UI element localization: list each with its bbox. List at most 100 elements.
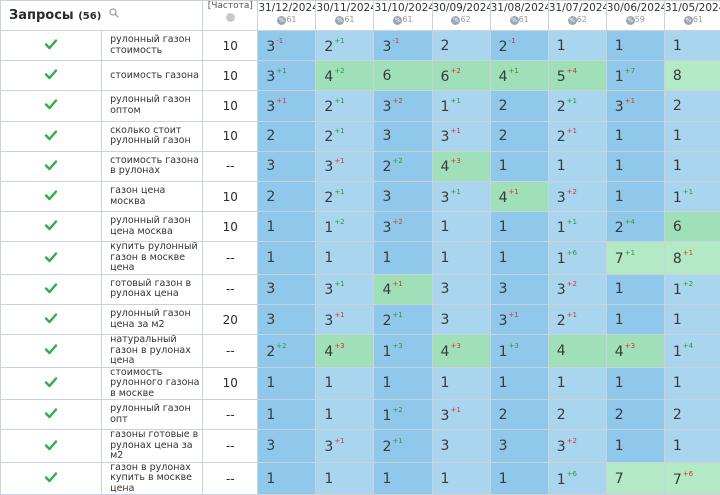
position-cell[interactable]: 1 [316,242,374,275]
position-cell[interactable]: 1 [258,462,316,495]
position-cell[interactable]: 1+2 [664,274,720,304]
position-cell[interactable]: 2+1 [548,91,606,121]
position-cell[interactable]: 3+1 [432,121,490,151]
position-cell[interactable]: 3+2 [548,274,606,304]
position-cell[interactable]: 6+2 [432,61,490,91]
row-checkbox[interactable] [1,400,102,430]
position-cell[interactable]: 2+1 [316,181,374,211]
position-cell[interactable]: 3 [432,430,490,463]
position-cell[interactable]: 4+3 [432,335,490,368]
position-cell[interactable]: 1+1 [432,91,490,121]
position-cell[interactable]: 3+1 [432,400,490,430]
position-cell[interactable]: 1 [606,367,664,400]
position-cell[interactable]: 1 [664,121,720,151]
search-icon[interactable] [109,8,119,18]
position-cell[interactable]: 1 [316,367,374,400]
position-cell[interactable]: 3 [374,181,432,211]
position-cell[interactable]: 4+3 [606,335,664,368]
position-cell[interactable]: 1 [664,151,720,181]
position-cell[interactable]: 2 [490,400,548,430]
position-cell[interactable]: 2+2 [258,335,316,368]
position-cell[interactable]: 2 [664,91,720,121]
position-cell[interactable]: 3+1 [258,91,316,121]
position-cell[interactable]: 1 [606,305,664,335]
position-cell[interactable]: 8+1 [664,242,720,275]
position-cell[interactable]: 3-1 [258,31,316,61]
position-cell[interactable]: 1+7 [606,61,664,91]
position-cell[interactable]: 2 [490,121,548,151]
position-cell[interactable]: 2 [606,400,664,430]
position-cell[interactable]: 2+1 [316,31,374,61]
row-checkbox[interactable] [1,335,102,368]
keyword-cell[interactable]: газон в рулонах купить в москве цена [102,462,203,495]
date-column-header[interactable]: 31/12/2024%61 [258,1,316,31]
position-cell[interactable]: 3+1 [316,274,374,304]
keyword-cell[interactable]: стоимость газона [102,61,203,91]
position-cell[interactable]: 4 [548,335,606,368]
position-cell[interactable]: 4+1 [374,274,432,304]
keyword-cell[interactable]: рулонный газон опт [102,400,203,430]
keyword-cell[interactable]: рулонный газон стоимость [102,31,203,61]
position-cell[interactable]: 7 [606,462,664,495]
position-cell[interactable]: 3+2 [374,212,432,242]
date-column-header[interactable]: 30/06/2024%59 [606,1,664,31]
position-cell[interactable]: 1+2 [374,400,432,430]
position-cell[interactable]: 1 [664,430,720,463]
position-cell[interactable]: 6 [664,212,720,242]
keyword-cell[interactable]: газоны готовые в рулонах цена за м2 [102,430,203,463]
position-cell[interactable]: 1 [432,242,490,275]
row-checkbox[interactable] [1,121,102,151]
position-cell[interactable]: 3 [490,430,548,463]
position-cell[interactable]: 1+2 [316,212,374,242]
position-cell[interactable]: 3+1 [606,91,664,121]
keyword-cell[interactable]: рулонный газон оптом [102,91,203,121]
position-cell[interactable]: 1 [664,305,720,335]
position-cell[interactable]: 1 [548,151,606,181]
position-cell[interactable]: 2+1 [316,121,374,151]
keyword-cell[interactable]: натуральный газон в рулонах цена [102,335,203,368]
keyword-cell[interactable]: рулонный газон цена за м2 [102,305,203,335]
position-cell[interactable]: 2 [490,91,548,121]
keyword-cell[interactable]: купить рулонный газон в москве цена [102,242,203,275]
keyword-cell[interactable]: сколько стоит рулонный газон [102,121,203,151]
position-cell[interactable]: 6 [374,61,432,91]
frequency-header[interactable]: [Частота] [203,1,258,31]
position-cell[interactable]: 3 [258,430,316,463]
position-cell[interactable]: 4+1 [490,181,548,211]
row-checkbox[interactable] [1,212,102,242]
date-column-header[interactable]: 31/10/2024%61 [374,1,432,31]
position-cell[interactable]: 4+3 [316,335,374,368]
position-cell[interactable]: 4+1 [490,61,548,91]
position-cell[interactable]: 2+4 [606,212,664,242]
position-cell[interactable]: 1 [490,367,548,400]
position-cell[interactable]: 1 [548,31,606,61]
date-column-header[interactable]: 31/08/2024%61 [490,1,548,31]
keyword-cell[interactable]: газон цена москва [102,181,203,211]
position-cell[interactable]: 3 [258,274,316,304]
position-cell[interactable]: 8 [664,61,720,91]
position-cell[interactable]: 1 [606,274,664,304]
position-cell[interactable]: 2+2 [374,151,432,181]
position-cell[interactable]: 3+2 [374,91,432,121]
position-cell[interactable]: 1 [258,212,316,242]
position-cell[interactable]: 1+6 [548,462,606,495]
position-cell[interactable]: 3+1 [432,181,490,211]
position-cell[interactable]: 3 [490,274,548,304]
position-cell[interactable]: 1 [432,212,490,242]
row-checkbox[interactable] [1,31,102,61]
position-cell[interactable]: 3+1 [490,305,548,335]
queries-header[interactable]: Запросы (56) [1,1,203,31]
position-cell[interactable]: 1 [316,400,374,430]
row-checkbox[interactable] [1,430,102,463]
row-checkbox[interactable] [1,462,102,495]
position-cell[interactable]: 2+1 [548,121,606,151]
date-column-header[interactable]: 30/11/2024%61 [316,1,374,31]
row-checkbox[interactable] [1,181,102,211]
position-cell[interactable]: 1 [490,242,548,275]
position-cell[interactable]: 1 [374,462,432,495]
position-cell[interactable]: 1+4 [664,335,720,368]
row-checkbox[interactable] [1,151,102,181]
position-cell[interactable]: 3 [258,151,316,181]
position-cell[interactable]: 1 [664,31,720,61]
position-cell[interactable]: 7+1 [606,242,664,275]
